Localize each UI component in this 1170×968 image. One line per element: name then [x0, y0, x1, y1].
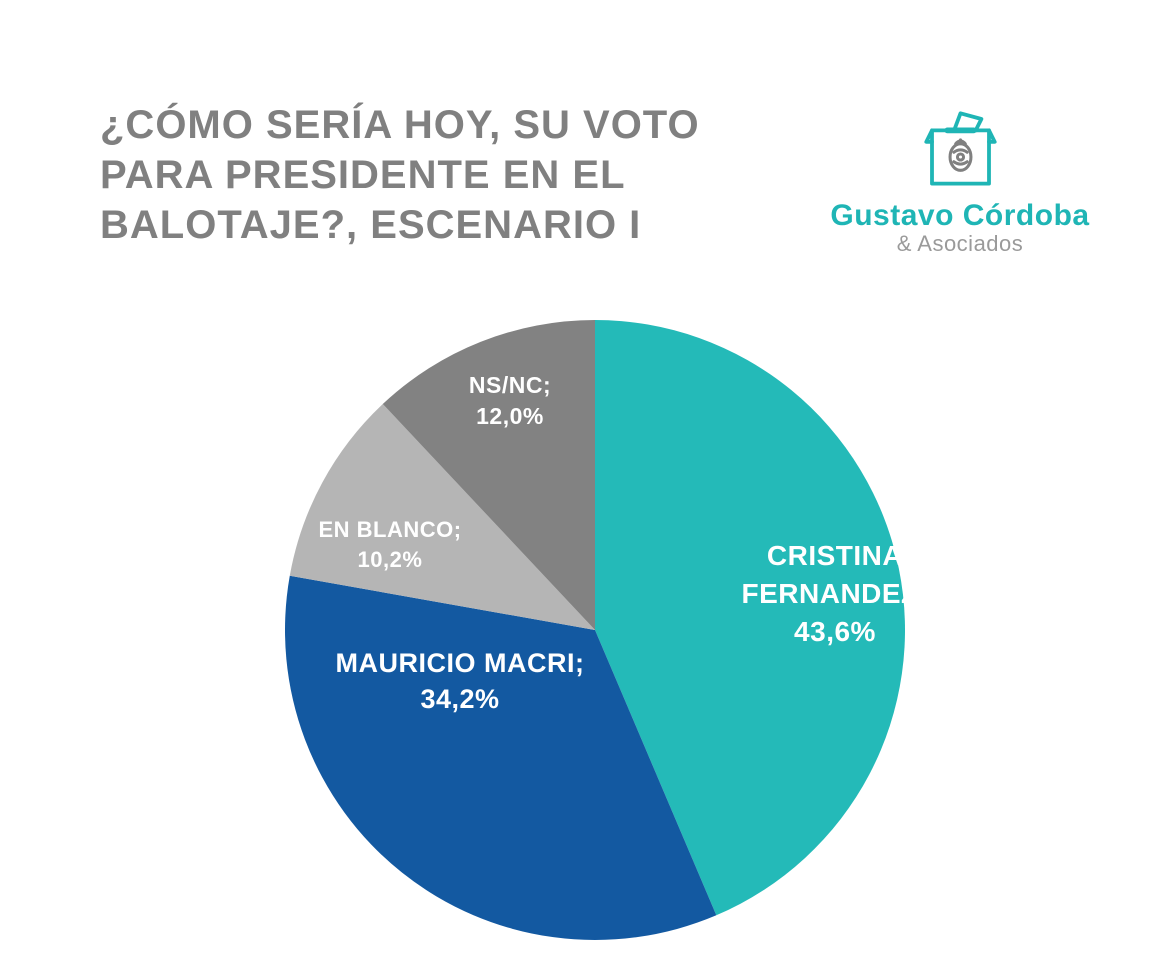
- brand-logo: Gustavo Córdoba & Asociados: [810, 100, 1110, 257]
- slice-label-cf: CRISTINA FERNANDEZ; 43,6%: [690, 537, 980, 650]
- slice-label-mm: MAURICIO MACRI; 34,2%: [310, 645, 610, 718]
- brand-name: Gustavo Córdoba: [830, 199, 1089, 233]
- brand-subname: & Asociados: [897, 231, 1024, 257]
- page-title: ¿CÓMO SERÍA HOY, SU VOTO PARA PRESIDENTE…: [100, 100, 780, 250]
- pie-chart: CRISTINA FERNANDEZ; 43,6% MAURICIO MACRI…: [0, 305, 1170, 945]
- slice-label-eb: EN BLANCO; 10,2%: [300, 515, 480, 574]
- slice-label-ns: NS/NC; 12,0%: [430, 370, 590, 432]
- ballot-box-icon: [913, 100, 1008, 195]
